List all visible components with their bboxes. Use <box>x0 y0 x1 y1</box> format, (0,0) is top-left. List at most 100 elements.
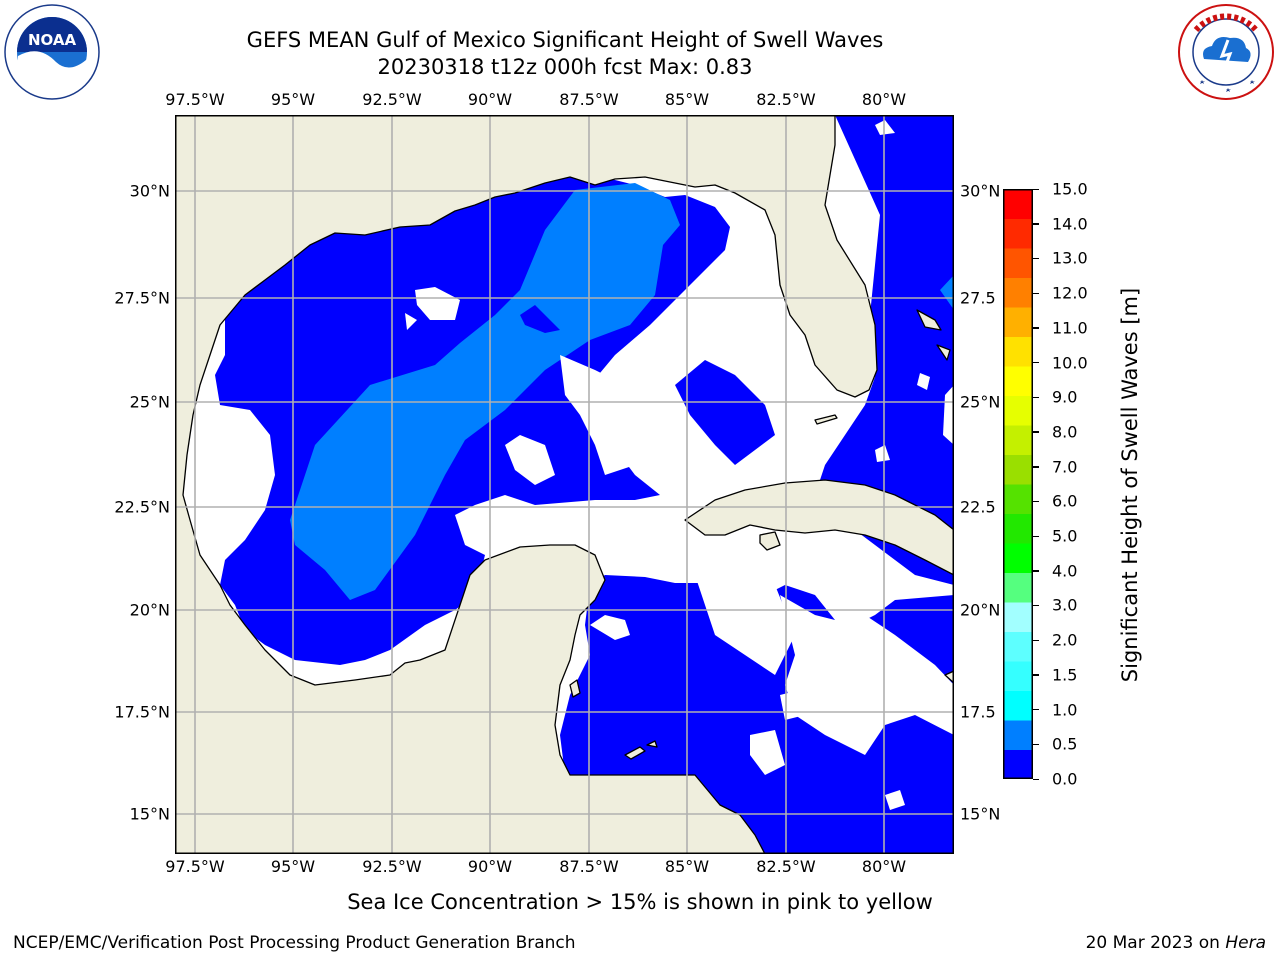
colorbar-tick-label: 0.0 <box>1052 769 1078 789</box>
colorbar-tick-label: 6.0 <box>1052 491 1078 511</box>
lon-tick-bottom: 92.5°W <box>362 857 422 876</box>
colorbar-tick <box>1033 778 1039 780</box>
colorbar-tick <box>1033 257 1039 260</box>
lat-tick-right: 22.5 <box>960 497 996 517</box>
colorbar-swatch <box>1003 720 1033 750</box>
lat-tick-left: 30°N <box>129 181 170 201</box>
chart-subtitle: 20230318 t12z 000h fcst Max: 0.83 <box>377 55 753 79</box>
footer-date-text: 20 Mar 2023 on <box>1085 933 1226 953</box>
lat-tick-right: 17.5 <box>960 702 996 722</box>
colorbar-tick-label: 2.0 <box>1052 630 1078 650</box>
lon-tick-top: 90°W <box>467 90 513 109</box>
lat-tick-left: 20°N <box>129 600 170 620</box>
colorbar-tick <box>1033 396 1039 399</box>
colorbar-tick <box>1033 223 1039 225</box>
colorbar-swatch <box>1003 189 1033 219</box>
lon-tick-top: 92.5°W <box>362 90 422 109</box>
colorbar-swatch <box>1003 307 1033 337</box>
lat-tick-right: 20°N <box>960 600 1001 620</box>
swell-zero-holes <box>405 120 954 810</box>
colorbar-tick-label: 1.5 <box>1052 665 1078 685</box>
colorbar-tick <box>1033 535 1039 537</box>
colorbar-tick <box>1033 639 1039 642</box>
lon-tick-bottom: 90°W <box>467 857 513 876</box>
footer-date: 20 Mar 2023 on Hera <box>1086 933 1266 953</box>
colorbar-swatch <box>1003 395 1033 426</box>
colorbar-tick-label: 3.0 <box>1052 595 1078 615</box>
lon-tick-top: 95°W <box>270 90 316 109</box>
lon-tick-bottom: 87.5°W <box>559 857 619 876</box>
swell-height-map <box>174 114 955 855</box>
colorbar-tick <box>1033 570 1039 572</box>
colorbar-swatch <box>1003 248 1033 278</box>
colorbar-tick-label: 12.0 <box>1052 283 1088 303</box>
colorbar-tick-label: 0.5 <box>1052 734 1078 754</box>
chart-title: GEFS MEAN Gulf of Mexico Significant Hei… <box>246 28 884 52</box>
colorbar-tick-label: 7.0 <box>1052 457 1078 477</box>
land-masses <box>174 114 955 855</box>
colorbar-tick-label: 10.0 <box>1052 353 1088 373</box>
colorbar-swatch <box>1003 661 1033 691</box>
lat-tick-right: 15°N <box>960 804 1001 824</box>
sea-ice-note: Sea Ice Concentration > 15% is shown in … <box>347 890 933 914</box>
noaa-logo-text: NOAA <box>28 31 77 49</box>
colorbar-swatch <box>1003 631 1033 662</box>
lon-tick-bottom: 85°W <box>664 857 710 876</box>
colorbar-swatch <box>1003 602 1033 632</box>
lat-tick-right: 25°N <box>960 392 1001 412</box>
colorbar-tick-label: 9.0 <box>1052 387 1078 407</box>
colorbar-tick-label: 1.0 <box>1052 700 1078 720</box>
colorbar-tick <box>1033 327 1039 329</box>
colorbar-tick-label: 13.0 <box>1052 248 1088 268</box>
colorbar-tick <box>1033 709 1039 711</box>
colorbar <box>1003 189 1033 780</box>
colorbar-tick-label: 8.0 <box>1052 422 1078 442</box>
colorbar-tick-label: 11.0 <box>1052 318 1088 338</box>
colorbar-tick <box>1033 674 1039 676</box>
lon-tick-top: 85°W <box>664 90 710 109</box>
lon-tick-bottom: 80°W <box>861 857 907 876</box>
colorbar-swatch <box>1003 513 1033 544</box>
lat-tick-left: 22.5°N <box>114 497 170 517</box>
colorbar-tick <box>1033 362 1039 364</box>
noaa-logo: NOAA <box>4 4 100 100</box>
noaa-logo-icon: NOAA <box>4 4 100 100</box>
colorbar-swatch <box>1003 277 1033 308</box>
colorbar-tick-label: 14.0 <box>1052 214 1088 234</box>
lat-tick-left: 15°N <box>129 804 170 824</box>
lat-tick-left: 27.5°N <box>114 288 170 308</box>
colorbar-swatch <box>1003 484 1033 514</box>
lon-tick-bottom: 95°W <box>270 857 316 876</box>
footer-host: Hera <box>1225 933 1266 953</box>
colorbar-tick-label: 15.0 <box>1052 179 1088 199</box>
colorbar-tick-label: 4.0 <box>1052 561 1078 581</box>
lat-tick-right: 27.5 <box>960 288 996 308</box>
lon-tick-bottom: 97.5°W <box>165 857 225 876</box>
colorbar-tick <box>1033 743 1039 746</box>
lon-tick-top: 87.5°W <box>559 90 619 109</box>
colorbar-tick <box>1033 604 1039 607</box>
lon-tick-top: 82.5°W <box>756 90 816 109</box>
lat-tick-left: 25°N <box>129 392 170 412</box>
national-weather-service-logo-icon <box>1178 4 1274 100</box>
footer-branch: NCEP/EMC/Verification Post Processing Pr… <box>13 933 576 953</box>
colorbar-tick <box>1033 188 1039 190</box>
map-frame <box>175 115 954 854</box>
colorbar-canvas <box>1003 189 1033 780</box>
colorbar-swatch <box>1003 425 1033 455</box>
colorbar-tick <box>1033 292 1039 294</box>
colorbar-tick-label: 5.0 <box>1052 526 1078 546</box>
colorbar-tick <box>1033 500 1039 503</box>
colorbar-swatch <box>1003 543 1033 573</box>
colorbar-swatch <box>1003 690 1033 721</box>
nws-logo <box>1178 4 1274 100</box>
colorbar-title: Significant Height of Swell Waves [m] <box>1118 287 1142 683</box>
colorbar-swatch <box>1003 572 1033 603</box>
colorbar-swatch <box>1003 454 1033 485</box>
lon-tick-top: 80°W <box>861 90 907 109</box>
lat-tick-right: 30°N <box>960 181 1001 201</box>
colorbar-swatch <box>1003 336 1033 367</box>
lon-tick-top: 97.5°W <box>165 90 225 109</box>
map-canvas <box>174 114 955 855</box>
colorbar-swatch <box>1003 218 1033 249</box>
